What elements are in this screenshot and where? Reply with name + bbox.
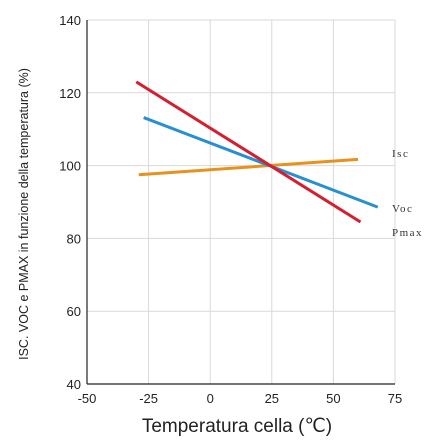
y-tick-label-1: 60: [67, 304, 81, 319]
series-label-pmax: Pmax: [392, 227, 423, 239]
y-tick-labels: 40 60 80 100 120 140: [59, 13, 81, 392]
x-tick-labels: -50 -25 0 25 50 75: [78, 391, 403, 406]
x-axis-label: Temperatura cella (℃): [142, 416, 332, 437]
x-tick-label-0: -50: [78, 391, 97, 406]
series-line-isc: [138, 157, 359, 177]
series-line-voc: [143, 116, 379, 209]
y-tick-label-3: 100: [59, 159, 81, 174]
y-tick-label-0: 40: [67, 377, 81, 392]
series-labels: Isc Voc Pmax: [392, 148, 423, 239]
y-tick-label-4: 120: [59, 86, 81, 101]
x-tick-label-4: 50: [326, 391, 340, 406]
y-tick-label-5: 140: [59, 13, 81, 28]
x-tick-label-3: 25: [265, 391, 279, 406]
grid: [86, 19, 396, 385]
y-tick-label-2: 80: [67, 231, 81, 246]
x-tick-label-1: -25: [139, 391, 158, 406]
series-lines: [135, 80, 379, 224]
y-axis-label: ISC. VOC e PMAX in funzione della temper…: [17, 68, 31, 360]
x-tick-label-5: 75: [388, 391, 402, 406]
series-line-pmax: [135, 80, 362, 224]
series-label-isc: Isc: [392, 148, 409, 160]
series-label-voc: Voc: [392, 203, 413, 215]
axes: [86, 20, 395, 385]
x-tick-label-2: 0: [207, 391, 214, 406]
